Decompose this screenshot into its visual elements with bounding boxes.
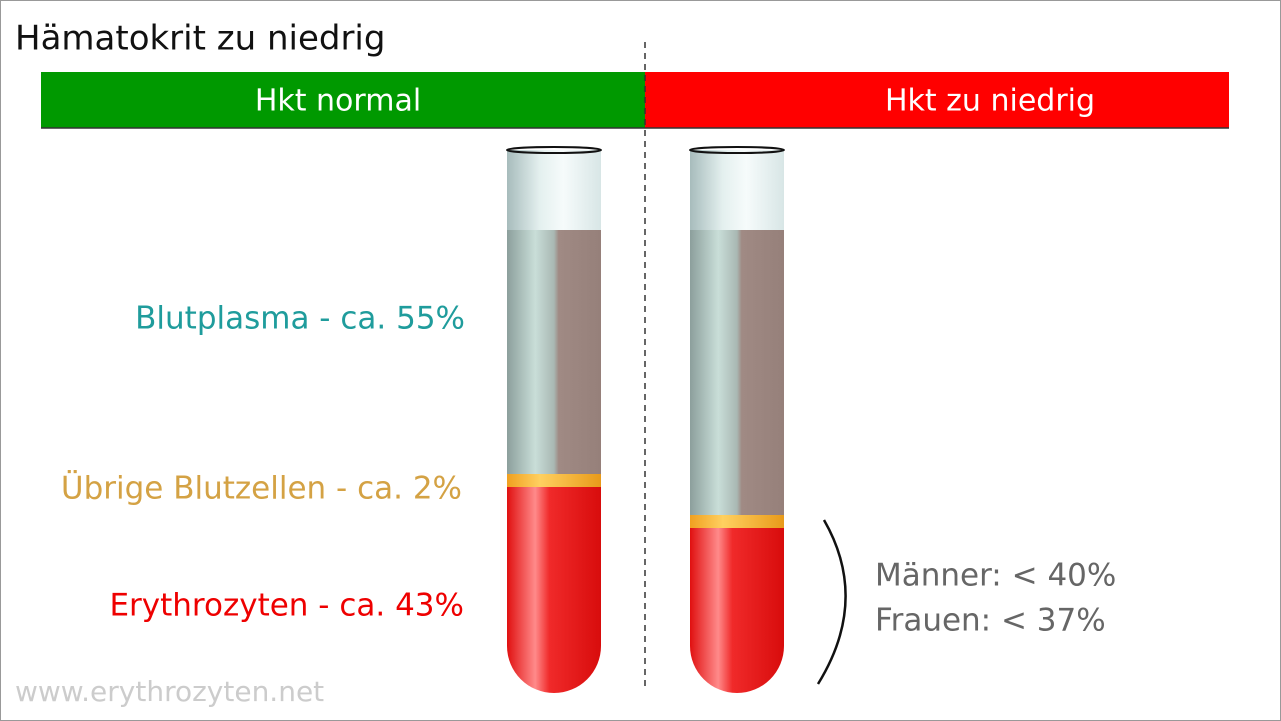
tube-empty [507,150,601,232]
title: Hämatokrit zu niedrig [15,19,385,59]
bracket [816,519,847,685]
tube-empty [690,150,784,232]
header-normal [41,72,645,128]
erythrocyte-label: Erythrozyten - ca. 43% [109,588,464,624]
tube-rim [506,146,602,154]
tube-buffy [507,474,601,490]
header-label: Hkt normal [255,84,421,119]
tube-blood [690,528,784,693]
header-label: Hkt zu niedrig [885,84,1095,119]
plasma-label: Blutplasma - ca. 55% [135,301,465,337]
tube-normal [507,150,601,693]
threshold-women: Frauen: < 37% [875,603,1106,639]
tube-plasma [507,230,601,480]
tube-blood [507,487,601,693]
footer: www.erythrozyten.net [15,675,324,708]
tube-buffy [690,515,784,531]
threshold-men: Männer: < 40% [875,558,1116,594]
header-low [645,72,1229,128]
tube-plasma [690,230,784,522]
tube-low [690,150,784,693]
tube-rim [689,146,785,154]
cells-label: Übrige Blutzellen - ca. 2% [61,470,462,507]
